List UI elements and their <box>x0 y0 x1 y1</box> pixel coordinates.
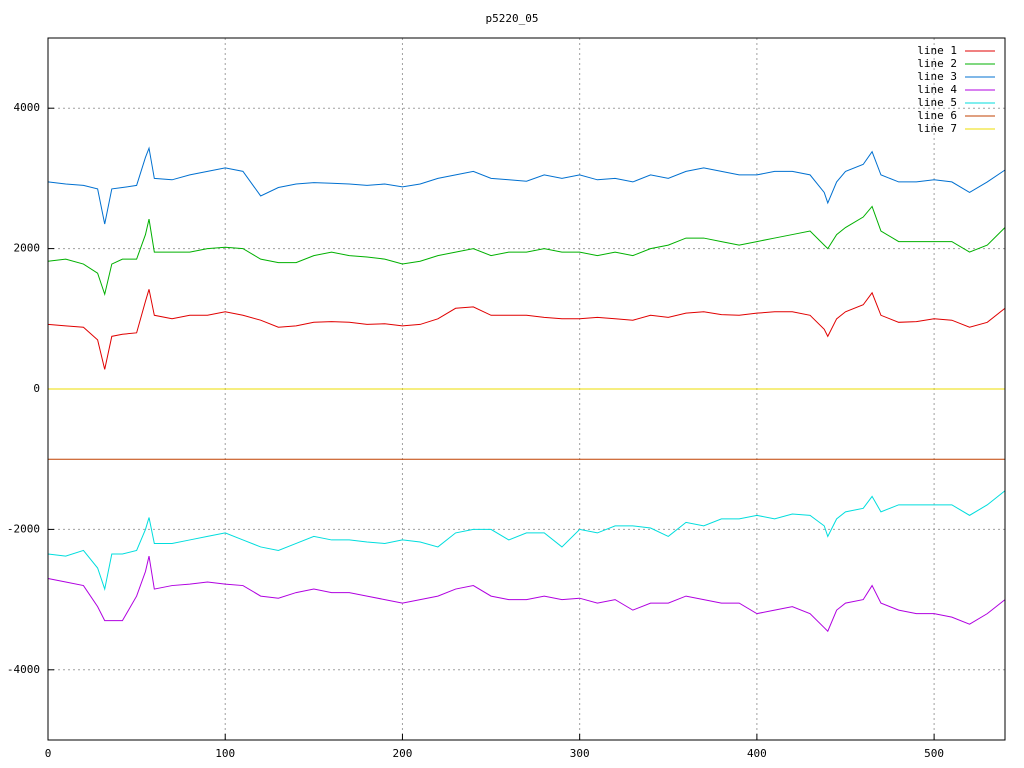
legend-label: line 1 <box>917 44 957 57</box>
y-tick-label: 0 <box>33 382 40 395</box>
legend-label: line 2 <box>917 57 957 70</box>
x-tick-label: 400 <box>747 747 767 760</box>
x-tick-label: 200 <box>393 747 413 760</box>
x-tick-label: 0 <box>45 747 52 760</box>
legend-label: line 7 <box>917 122 957 135</box>
series-line <box>47 205 1006 297</box>
legend-label: line 3 <box>917 70 957 83</box>
legend-label: line 5 <box>917 96 957 109</box>
series-line <box>47 490 1006 591</box>
y-tick-label: 4000 <box>14 101 41 114</box>
legend-label: line 6 <box>917 109 957 122</box>
y-tick-label: -4000 <box>7 663 40 676</box>
series-line <box>47 289 1006 370</box>
plot-border <box>47 37 1006 741</box>
y-tick-label: -2000 <box>7 522 40 535</box>
series-line <box>47 555 1006 633</box>
series-line <box>47 146 1006 225</box>
legend-label: line 4 <box>917 83 957 96</box>
chart-title: p5220_05 <box>486 12 539 25</box>
x-tick-label: 100 <box>215 747 235 760</box>
y-tick-label: 2000 <box>14 242 41 255</box>
x-tick-label: 500 <box>924 747 944 760</box>
x-tick-label: 300 <box>570 747 590 760</box>
